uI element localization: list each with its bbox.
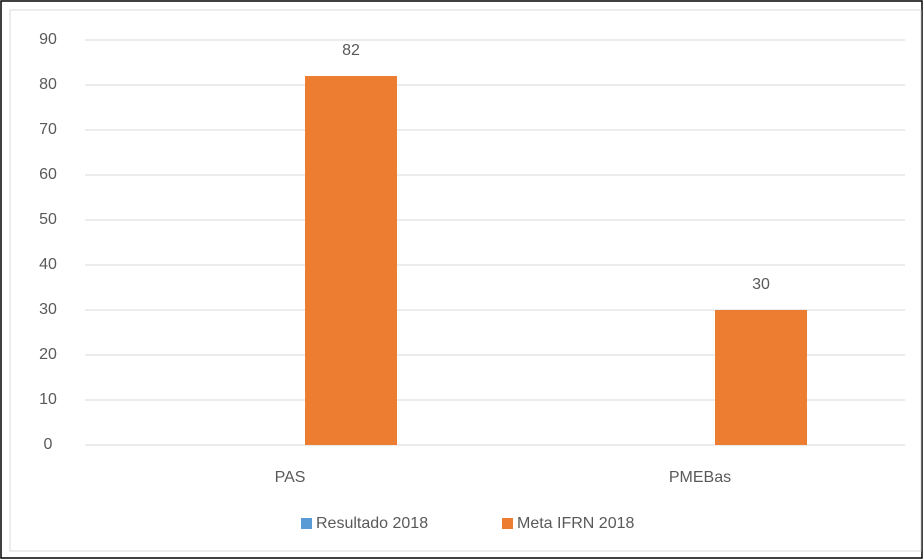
x-tick-label: PMEBas [669, 469, 731, 486]
bar [305, 76, 397, 445]
x-tick-label: PAS [275, 469, 306, 486]
legend-swatch [502, 518, 513, 529]
y-tick-label: 0 [44, 436, 53, 453]
y-tick-label: 10 [39, 391, 57, 408]
legend-label: Resultado 2018 [316, 515, 428, 532]
legend-swatch [301, 518, 312, 529]
y-tick-label: 70 [39, 121, 57, 138]
y-tick-label: 80 [39, 76, 57, 93]
y-tick-label: 20 [39, 346, 57, 363]
y-tick-label: 50 [39, 211, 57, 228]
bar [715, 310, 807, 445]
y-tick-label: 30 [39, 301, 57, 318]
data-label: 82 [342, 42, 360, 59]
y-tick-label: 40 [39, 256, 57, 273]
data-label: 30 [752, 276, 770, 293]
y-tick-label: 90 [39, 31, 57, 48]
chart-area [9, 9, 922, 552]
legend-label: Meta IFRN 2018 [517, 515, 634, 532]
y-tick-label: 60 [39, 166, 57, 183]
